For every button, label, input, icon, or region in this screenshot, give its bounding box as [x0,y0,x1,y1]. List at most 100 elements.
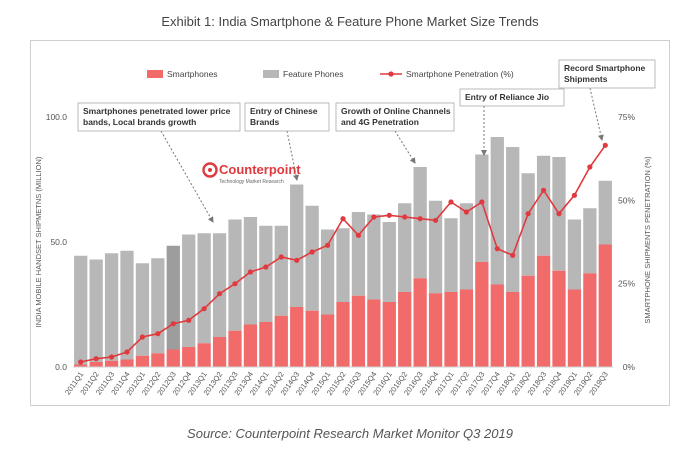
bar-smartphones-2015Q4 [367,299,381,367]
penetration-point-2015Q3 [355,232,362,238]
chart-frame [30,40,670,406]
y2-axis-title: SMARTPHONE SHIPMENTS PENETRATION (%) [643,156,652,324]
bar-feature-phones-2019Q2 [583,208,597,274]
penetration-point-2014Q4 [309,249,315,255]
penetration-point-2015Q2 [340,216,346,222]
bar-smartphones-2017Q1 [444,292,458,367]
logo-mark-icon [202,162,218,178]
annotation-5-pointer [589,87,604,141]
annotation-2-text: Entry of Chinese Brands [250,106,318,127]
y-tick-label: 100.0 [46,112,68,122]
penetration-point-2019Q1 [571,192,578,198]
bar-feature-phones-2015Q2 [336,228,350,302]
penetration-point-2015Q4 [371,214,377,220]
bar-feature-phones-2018Q3 [536,155,551,256]
logo-tagline: Technology Market Research [219,179,284,185]
y-tick-label: 0.0 [55,362,67,372]
bar-smartphones-2019Q3 [598,244,612,367]
legend: Smartphones Feature Phones Smartphone Pene… [147,69,514,79]
bar-smartphones-2012Q3 [166,349,180,367]
bar-feature-phones-2019Q3 [598,180,612,245]
bar-feature-phones-2012Q2 [151,258,165,354]
bar-feature-phones-2016Q4 [428,200,443,294]
bar-smartphones-2014Q2 [274,315,288,367]
annotation-3-box [335,102,455,132]
penetration-point-2017Q2 [463,209,470,215]
bar-smartphones-2016Q2 [398,292,412,367]
penetration-point-2015Q1 [324,242,331,248]
bar-feature-phones-2013Q3 [228,219,242,331]
annotation-4-text: Entry of Reliance Jio [465,92,549,102]
bar-smartphones-2018Q3 [536,255,551,367]
penetration-point-2016Q2 [402,214,408,220]
bar-feature-phones-2011Q1 [74,255,88,365]
penetration-point-2019Q3 [602,142,608,148]
penetration-point-2017Q3 [479,199,485,205]
bar-feature-phones-2016Q3 [413,167,427,279]
bar-smartphones-2017Q3 [475,262,489,367]
chart-source: Source: Counterpoint Research Market Mon… [187,426,513,441]
bar-smartphones-2017Q2 [459,289,474,367]
bars-layer [74,137,612,367]
penetration-point-2013Q1 [201,306,207,312]
bar-feature-phones-2017Q2 [459,203,474,290]
penetration-point-2016Q3 [417,216,423,222]
legend-label-penetration: Smartphone Penetration (%) [406,69,514,79]
bar-smartphones-2012Q4 [182,347,196,367]
penetration-point-2018Q4 [556,211,562,217]
y2-tick-label: 75% [618,112,635,122]
bar-feature-phones-2014Q3 [290,184,304,307]
penetration-point-2019Q2 [587,164,593,170]
logo-dot-icon [208,168,212,172]
bar-smartphones-2015Q3 [351,295,366,367]
y-axis-title: INDIA MOBILE HANDSET SHIPMETNS (MILLION) [34,156,43,327]
bar-smartphones-2015Q1 [320,314,335,367]
bar-smartphones-2018Q2 [521,275,535,367]
penetration-point-2016Q4 [432,217,439,223]
annotation-3-text: Growth of Online Channels and 4G Penetrat… [341,106,451,127]
bar-smartphones-2019Q2 [583,273,597,367]
bar-feature-phones-2017Q1 [444,218,458,292]
penetration-point-2016Q1 [386,212,392,218]
bar-feature-phones-2015Q4 [367,214,381,300]
legend-label-feature-phones: Feature Phones [283,69,343,79]
bar-feature-phones-2012Q4 [182,234,196,347]
legend-label-smartphones: Smartphones [167,69,218,79]
penetration-point-2012Q4 [186,317,192,323]
penetration-point-2014Q2 [278,254,284,260]
legend-swatch-feature-phones [263,70,279,78]
annotation-1-pointer [160,130,214,223]
bar-smartphones-2016Q1 [382,302,396,367]
bar-feature-phones-2013Q2 [212,233,227,337]
bar-smartphones-2013Q2 [212,337,227,367]
y2-tick-label: 25% [618,279,635,289]
bar-smartphones-2015Q2 [336,302,350,367]
penetration-point-2017Q1 [448,199,454,205]
bar-feature-phones-2014Q2 [274,225,288,316]
bar-feature-phones-2014Q1 [259,225,273,322]
penetration-point-2013Q3 [232,281,238,287]
bar-feature-phones-2014Q4 [305,205,319,311]
penetration-point-2011Q4 [124,349,130,355]
penetration-point-2011Q2 [93,356,99,362]
penetration-point-2018Q3 [540,187,547,193]
annotation-5-box [558,59,656,89]
annotation-5-text: Record Smartphone Shipments [564,63,646,84]
bar-smartphones-2011Q3 [104,360,119,367]
bar-smartphones-2011Q2 [89,362,103,367]
y-tick-label: 50.0 [50,237,67,247]
bar-feature-phones-2016Q2 [398,203,412,292]
penetration-point-2012Q2 [155,331,161,337]
bar-smartphones-2011Q1 [74,364,88,367]
penetration-point-2013Q4 [247,269,254,275]
penetration-point-2014Q1 [263,264,269,270]
legend-swatch-smartphones [147,70,163,78]
penetration-point-2012Q1 [139,334,146,340]
penetration-point-2017Q4 [494,246,500,252]
y2-tick-label: 50% [618,195,635,205]
axes-layer: 0.0 50.0 100.0 0% 25% 50% 75% INDIA MOBILE HAND… [34,112,652,397]
annotation-4-box [459,88,565,107]
penetration-point-2013Q2 [216,291,223,297]
bar-smartphones-2013Q1 [197,343,211,367]
